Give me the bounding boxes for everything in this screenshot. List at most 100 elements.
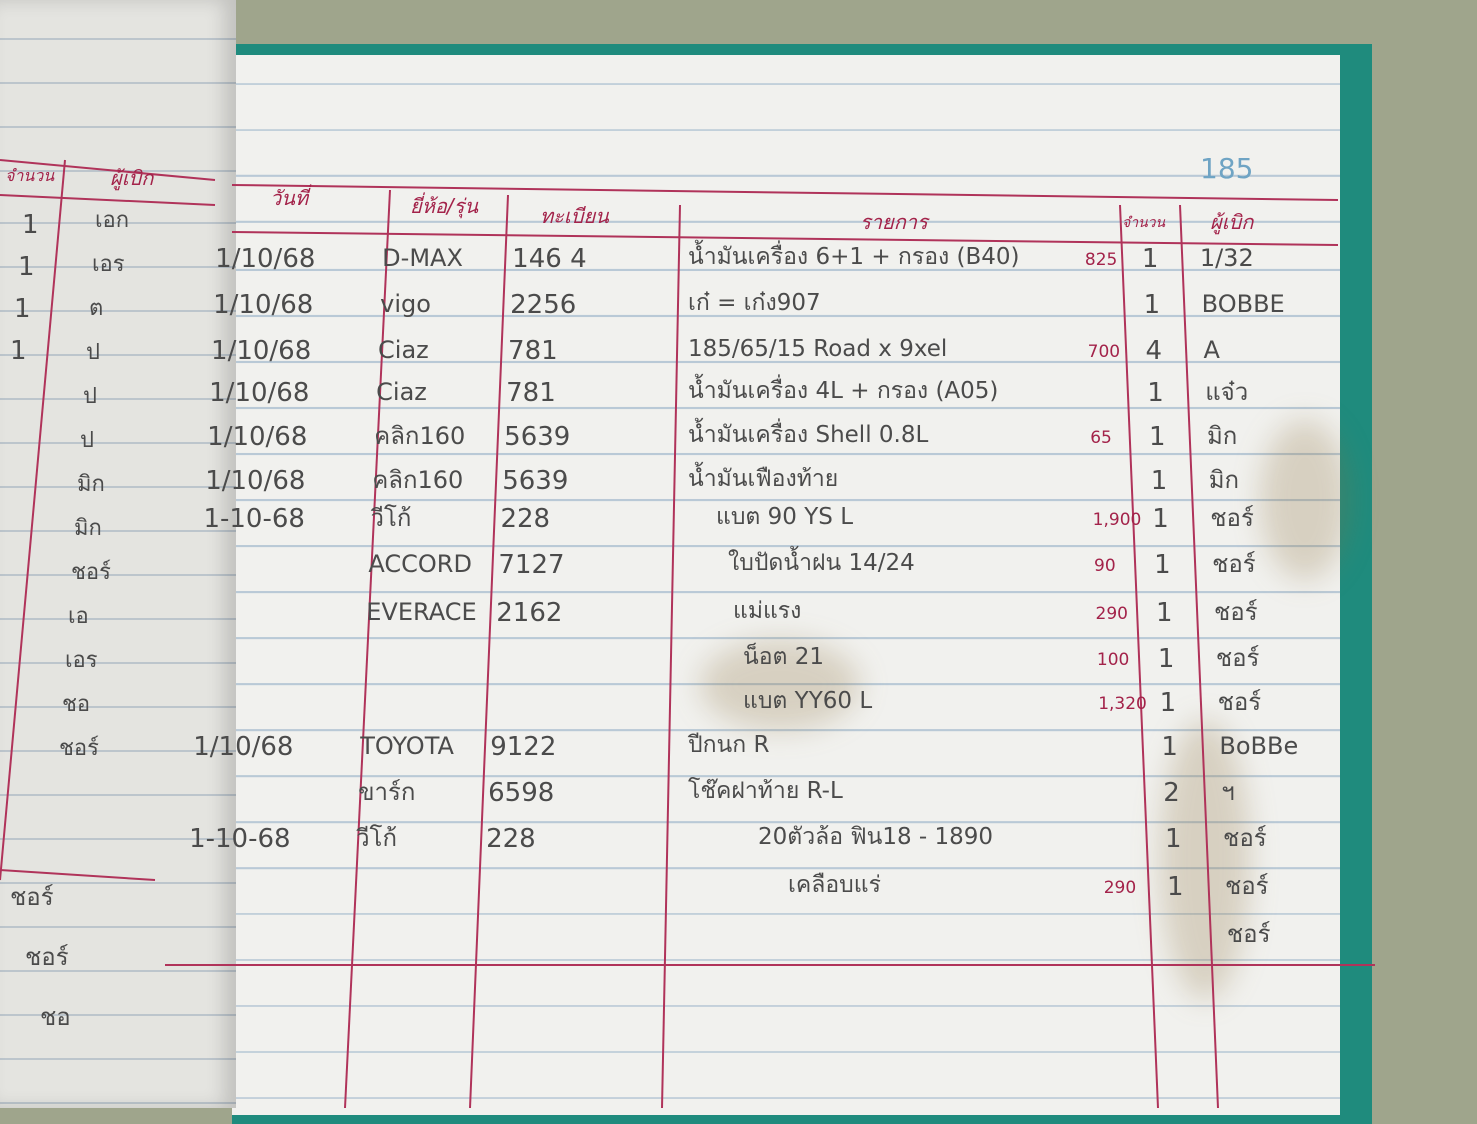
date-cell: 1/10/68 — [211, 336, 312, 366]
model-cell: คลิก160 — [372, 466, 464, 494]
left-requester-cell: ชอร์ — [59, 736, 99, 761]
model-cell: vigo — [380, 290, 431, 318]
requester-cell: ชอร์ — [1224, 872, 1269, 900]
left-quantity-cell: 1 — [10, 336, 27, 366]
registration-cell: 146 4 — [512, 244, 587, 274]
right-page — [232, 55, 1340, 1115]
registration-cell: 2162 — [496, 598, 563, 628]
item-cell: เก๋ = เก๋ง907 — [688, 290, 821, 316]
item-cell: เคลือบแร่ — [788, 872, 881, 898]
item-cell: 185/65/15 Road x 9xel — [688, 336, 948, 362]
registration-cell: 781 — [508, 336, 558, 366]
date-cell: 1-10-68 — [189, 824, 291, 854]
registration-cell: 9122 — [490, 732, 557, 762]
date-cell: 1/10/68 — [215, 244, 316, 274]
requester-cell: มิก — [1208, 466, 1240, 494]
price-cell: 825 — [1084, 250, 1118, 270]
price-cell: 290 — [1095, 604, 1128, 624]
left-requester-cell: เอก — [95, 208, 130, 233]
left-quantity-cell: 1 — [14, 294, 31, 324]
registration-cell: 781 — [506, 378, 556, 408]
header-requester: ผู้เบิก — [1210, 210, 1254, 234]
item-cell: โช๊คฝาท้าย R-L — [688, 778, 843, 804]
date-cell: 1/10/68 — [209, 378, 310, 408]
left-requester-cell: มิก — [77, 472, 105, 497]
quantity-cell: 1 — [1156, 598, 1173, 628]
header-registration: ทะเบียน — [540, 204, 609, 228]
price-cell: 90 — [1094, 556, 1116, 576]
registration-cell: 6598 — [488, 778, 555, 808]
price-cell: 1,320 — [1098, 694, 1147, 714]
requester-cell: มิก — [1206, 422, 1238, 450]
left-header-requester: ผู้เบิก — [110, 166, 154, 190]
requester-cell: ชอร์ — [1217, 688, 1262, 716]
left-requester-cell: ต — [89, 296, 104, 321]
requester-cell: ชอร์ — [1212, 550, 1256, 578]
model-cell: D-MAX — [382, 244, 463, 272]
date-cell: 1/10/68 — [193, 732, 294, 762]
quantity-cell: 1 — [1152, 504, 1169, 534]
left-requester-cell: ชอร์ — [10, 883, 54, 911]
model-cell: EVERACE — [366, 598, 477, 626]
requester-cell: BOBBE — [1201, 290, 1285, 318]
item-cell: แบต YY60 L — [743, 688, 873, 714]
quantity-cell: 1 — [1143, 290, 1161, 320]
price-cell: 65 — [1090, 428, 1112, 448]
registration-cell: 2256 — [510, 290, 577, 320]
requester-cell: 1/32 — [1199, 244, 1254, 272]
header-quantity: จำนวน — [1122, 215, 1166, 231]
price-cell: 1,900 — [1092, 510, 1142, 530]
header-model: ยี่ห้อ/รุ่น — [410, 194, 479, 218]
registration-cell: 228 — [486, 824, 536, 854]
left-requester-cell: เอร — [92, 252, 125, 277]
date-cell: 1-10-68 — [203, 504, 305, 534]
quantity-cell: 1 — [1147, 378, 1164, 408]
left-requester-cell: ชอร์ — [71, 560, 111, 585]
registration-cell: 7127 — [498, 550, 565, 580]
registration-cell: 228 — [500, 504, 551, 534]
left-page — [0, 0, 236, 1108]
model-cell: ACCORD — [368, 550, 472, 578]
header-date: วันที่ — [270, 186, 309, 210]
requester-cell: ฯ — [1221, 778, 1235, 806]
quantity-cell: 2 — [1163, 778, 1180, 808]
item-cell: น้ำมันเครื่อง 4L + กรอง (A05) — [688, 378, 999, 404]
quantity-cell: 1 — [1161, 732, 1178, 762]
quantity-cell: 1 — [1165, 824, 1182, 854]
left-header-quantity: จำนวน — [5, 166, 55, 185]
quantity-cell: 1 — [1141, 244, 1159, 274]
left-requester-cell: เอ — [68, 604, 89, 629]
model-cell: TOYOTA — [360, 732, 454, 760]
price-cell: 100 — [1096, 650, 1130, 670]
stain — [1260, 420, 1350, 580]
item-cell: 20ตัวล้อ ฟิน18 - 1890 — [758, 824, 994, 850]
registration-cell: 5639 — [502, 466, 569, 496]
requester-cell: BoBBe — [1219, 732, 1299, 760]
stain — [1160, 720, 1250, 1000]
model-cell: วีโก้ — [370, 504, 412, 532]
requester-cell: A — [1203, 336, 1220, 364]
quantity-cell: 1 — [1150, 466, 1168, 496]
quantity-cell: 1 — [1148, 422, 1166, 452]
requester-cell: ชอร์ — [1226, 920, 1271, 948]
item-cell: น้ำมันเฟืองท้าย — [688, 466, 839, 492]
item-cell: แบต 90 YS L — [716, 504, 854, 530]
price-cell: 290 — [1103, 878, 1137, 898]
item-cell: แม่แรง — [733, 598, 802, 624]
left-requester-cell: ป — [80, 428, 94, 453]
stain — [700, 640, 860, 730]
left-requester-cell: เอร — [65, 648, 98, 673]
quantity-cell: 1 — [1154, 550, 1171, 580]
model-cell: Ciaz — [378, 336, 429, 364]
left-quantity-cell: 1 — [22, 210, 39, 240]
item-cell: ใบปัดน้ำฝน 14/24 — [728, 550, 915, 576]
model-cell: ขาร์ก — [358, 778, 416, 806]
requester-cell: แจ๋ว — [1205, 378, 1249, 406]
model-cell: วีโก้ — [356, 824, 397, 852]
item-cell: น้ำมันเครื่อง Shell 0.8L — [688, 422, 929, 448]
page-number: 185 — [1200, 152, 1254, 185]
left-requester-cell: ชอ — [62, 692, 91, 717]
requester-cell: ชอร์ — [1210, 504, 1254, 532]
model-cell: Ciaz — [376, 378, 427, 406]
